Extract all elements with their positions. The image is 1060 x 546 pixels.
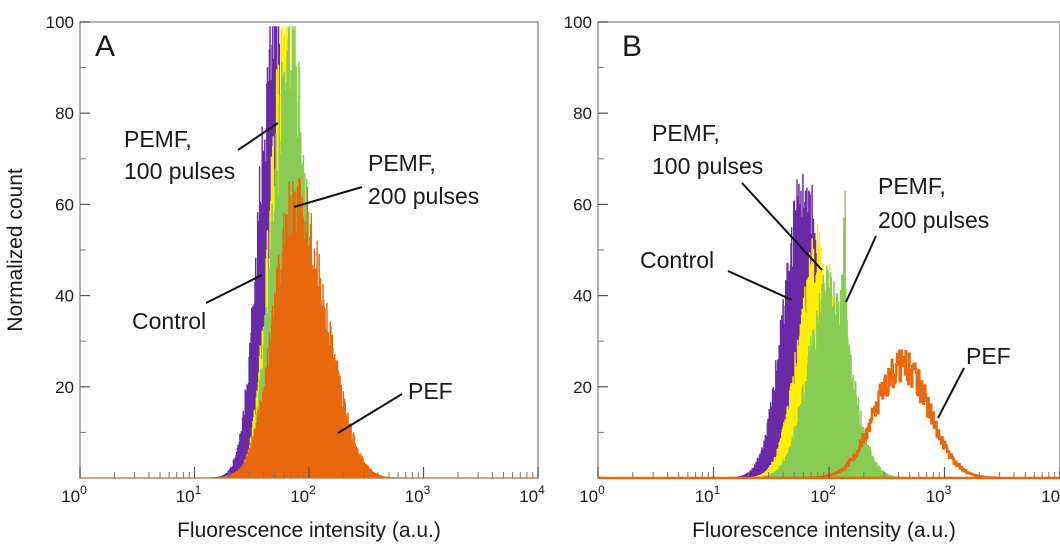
annotation-line: PEMF, bbox=[368, 150, 436, 176]
axes-a: 20 40 60 80 100 100 101 102 103 104 bbox=[46, 13, 545, 506]
annotation-a-pemf-200: PEMF, 200 pulses bbox=[293, 150, 479, 209]
annotation-line: Control bbox=[640, 247, 714, 273]
histogram-pef bbox=[80, 177, 538, 479]
series-layer-b bbox=[598, 174, 1060, 480]
annotation-line: 200 pulses bbox=[368, 183, 479, 209]
y-tick-label: 100 bbox=[564, 13, 592, 32]
axes-b: 20 40 60 80 100 100 101 102 103 104 bbox=[564, 13, 1060, 506]
annotation-line: Control bbox=[132, 308, 206, 334]
leader-line bbox=[337, 393, 403, 434]
y-tick-label: 100 bbox=[46, 13, 74, 32]
panel-b: 20 40 60 80 100 100 101 102 103 104 B Fluorescenc… bbox=[564, 13, 1060, 542]
x-tick-label: 100 bbox=[579, 483, 605, 506]
annotation-line: PEMF, bbox=[652, 120, 720, 146]
x-tick-label: 103 bbox=[405, 483, 431, 506]
annotation-b-control: Control bbox=[640, 247, 793, 301]
panel-a: 20 40 60 80 100 100 101 102 103 104 A Fluorescenc… bbox=[4, 13, 545, 542]
annotation-line: 100 pulses bbox=[652, 153, 763, 179]
x-tick-label: 103 bbox=[926, 483, 952, 506]
y-tick-label: 60 bbox=[573, 195, 592, 214]
leader-line bbox=[293, 186, 363, 208]
x-tick-label: 102 bbox=[810, 483, 836, 506]
leader-line bbox=[237, 122, 279, 151]
annotation-line: PEMF, bbox=[124, 126, 192, 152]
panel-letter-a: A bbox=[95, 30, 115, 63]
x-axis-title-a: Fluorescence intensity (a.u.) bbox=[177, 519, 441, 542]
annotation-b-pemf-100: PEMF, 100 pulses bbox=[652, 120, 823, 271]
annotation-b-pemf-200: PEMF, 200 pulses bbox=[845, 173, 989, 303]
annotation-a-pef: PEF bbox=[337, 378, 453, 434]
x-tick-label: 104 bbox=[519, 483, 545, 506]
leader-line bbox=[727, 270, 793, 301]
annotation-line: PEF bbox=[966, 343, 1011, 369]
leader-line bbox=[741, 182, 823, 271]
y-tick-label: 40 bbox=[55, 287, 74, 306]
annotation-line: PEF bbox=[408, 378, 453, 404]
histogram-pef bbox=[598, 349, 1060, 480]
annotation-b-pef: PEF bbox=[937, 343, 1011, 419]
y-tick-label: 80 bbox=[55, 104, 74, 123]
annotation-line: 200 pulses bbox=[878, 207, 989, 233]
y-tick-label: 40 bbox=[573, 287, 592, 306]
y-axis-title: Normalized count bbox=[4, 168, 27, 332]
leader-line bbox=[205, 274, 263, 304]
panel-letter-b: B bbox=[622, 30, 642, 63]
x-tick-label: 104 bbox=[1041, 483, 1060, 506]
x-tick-label: 101 bbox=[695, 483, 721, 506]
annotation-line: 100 pulses bbox=[124, 158, 235, 184]
annotation-a-control: Control bbox=[132, 274, 263, 334]
y-tick-label: 20 bbox=[55, 378, 74, 397]
x-tick-label: 102 bbox=[290, 483, 316, 506]
annotation-a-pemf-100: PEMF, 100 pulses bbox=[124, 122, 279, 184]
x-tick-label: 101 bbox=[176, 483, 202, 506]
x-axis-title-b: Fluorescence intensity (a.u.) bbox=[692, 519, 956, 542]
y-tick-label: 20 bbox=[573, 378, 592, 397]
leader-line bbox=[845, 235, 877, 303]
x-tick-label: 100 bbox=[61, 483, 87, 506]
leader-line bbox=[937, 367, 965, 419]
annotation-line: PEMF, bbox=[878, 173, 946, 199]
y-tick-label: 60 bbox=[55, 195, 74, 214]
y-tick-label: 80 bbox=[573, 104, 592, 123]
